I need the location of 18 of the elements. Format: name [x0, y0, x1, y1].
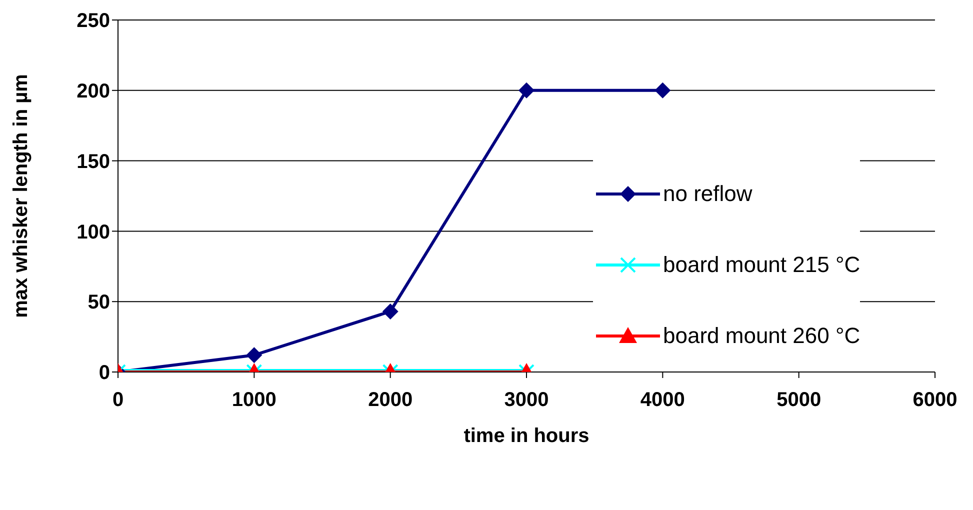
legend-label: no reflow [663, 180, 752, 206]
y-axis-title: max whisker length in µm [10, 74, 32, 318]
x-tick-label: 3000 [504, 389, 549, 412]
legend-label: board mount 215 °C [663, 252, 860, 278]
x-tick-label: 4000 [640, 389, 685, 412]
y-tick-label: 0 [98, 362, 110, 384]
x-tick-label: 2000 [368, 389, 413, 412]
x-tick-label: 6000 [912, 389, 958, 412]
x-tick-label: 1000 [232, 389, 276, 412]
x-tick-label: 5000 [776, 389, 822, 412]
y-tick-label: 200 [76, 80, 110, 102]
y-tick-label: 100 [76, 221, 110, 244]
y-tick-label: 150 [76, 150, 110, 173]
y-tick-label: 250 [76, 10, 110, 32]
legend-label: board mount 260 °C [663, 322, 860, 348]
x-tick-label: 0 [112, 389, 124, 412]
x-axis-title: time in hours [464, 425, 590, 447]
y-tick-label: 50 [88, 292, 110, 314]
